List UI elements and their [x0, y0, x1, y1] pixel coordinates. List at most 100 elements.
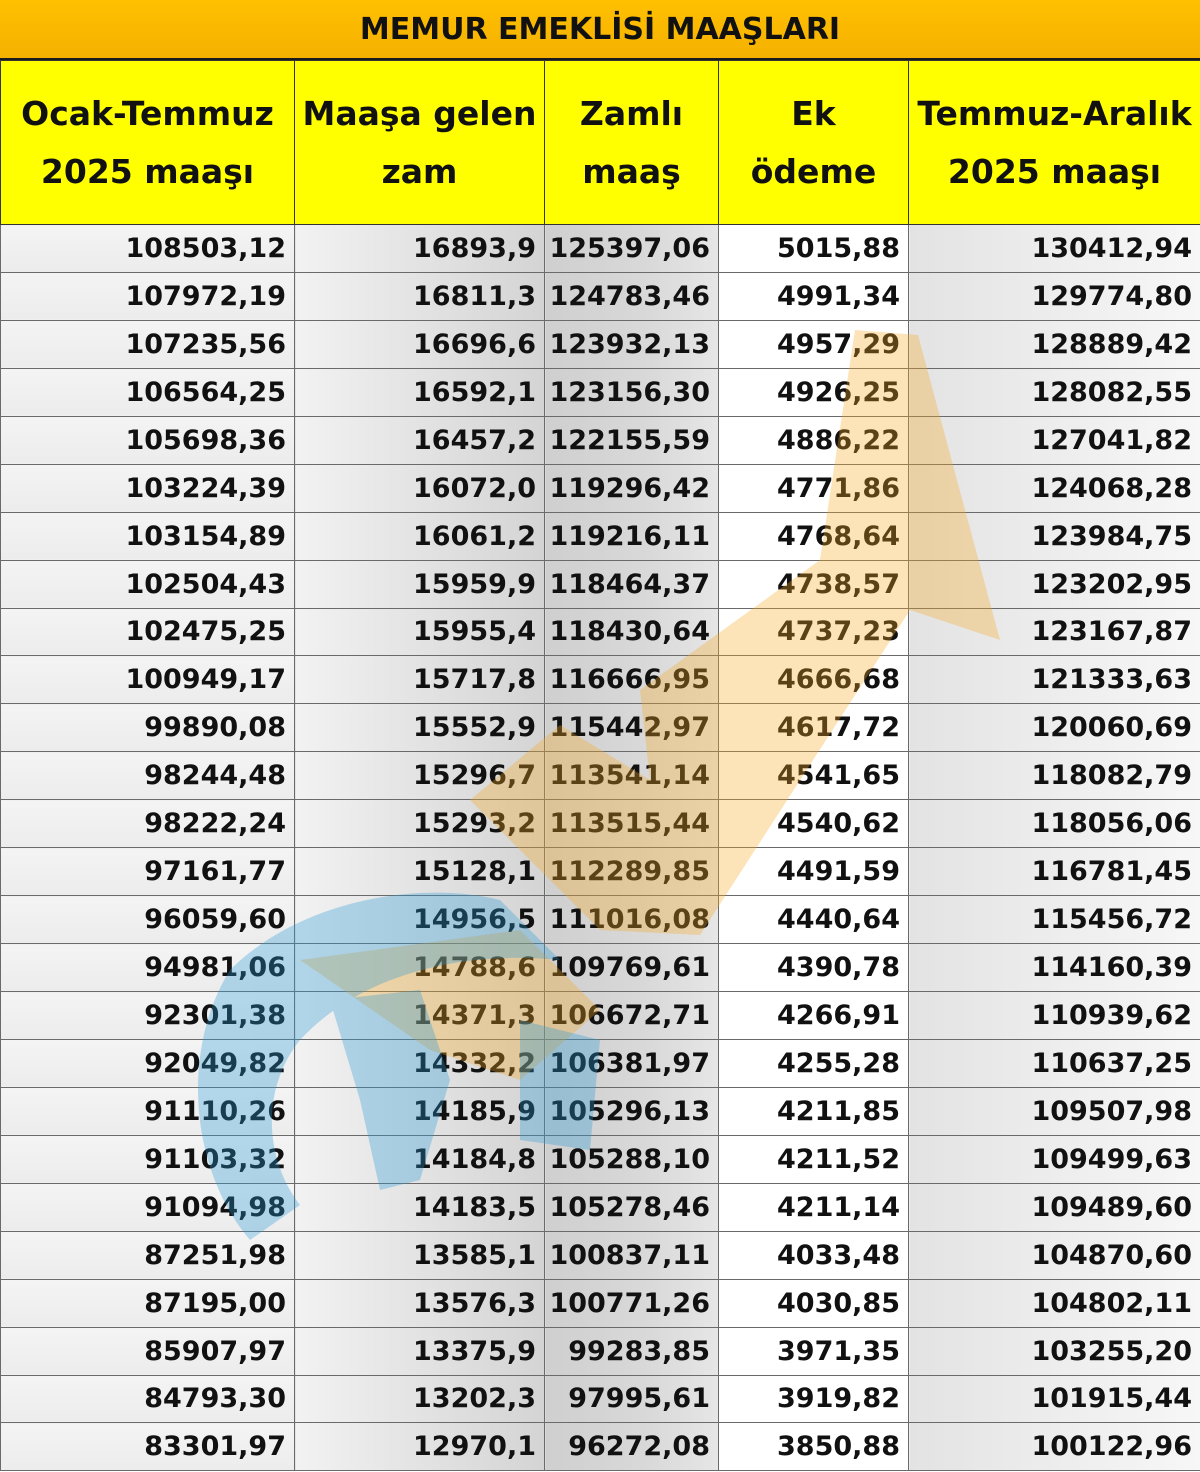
- table-body: 108503,12 16893,9 125397,06 5015,88 130412,9…: [0, 224, 1200, 1472]
- cell-extra-payment: 4033,48: [718, 1230, 909, 1280]
- cell-raised-salary: 97995,61: [544, 1374, 719, 1424]
- cell-ocak-temmuz-salary: 105698,36: [0, 415, 295, 465]
- cell-raised-salary: 124783,46: [544, 271, 719, 321]
- cell-temmuz-aralik-salary: 109499,63: [908, 1134, 1200, 1184]
- cell-raise-amount: 16592,1: [294, 367, 545, 417]
- header-temmuz-aralik-salary: Temmuz-Aralık 2025 maaşı: [908, 60, 1200, 225]
- header-raised-salary: Zamlı maaş: [544, 60, 719, 225]
- table-row: 99890,08 15552,9 115442,97 4617,72 120060,69: [0, 703, 1200, 753]
- cell-raised-salary: 118464,37: [544, 559, 719, 609]
- cell-temmuz-aralik-salary: 104802,11: [908, 1278, 1200, 1328]
- cell-raised-salary: 106672,71: [544, 991, 719, 1040]
- table-row: 102475,25 15955,4 118430,64 4737,23 123167,8…: [0, 607, 1200, 657]
- cell-raise-amount: 13375,9: [294, 1326, 545, 1376]
- cell-extra-payment: 4957,29: [718, 319, 909, 369]
- header-row: Ocak-Temmuz 2025 maaşı Maaşa gelen zam Z…: [0, 60, 1200, 225]
- table-row: 84793,30 13202,3 97995,61 3919,82 101915,44: [0, 1374, 1200, 1424]
- cell-ocak-temmuz-salary: 98244,48: [0, 751, 295, 801]
- cell-ocak-temmuz-salary: 97161,77: [0, 847, 295, 897]
- table-row: 94981,06 14788,6 109769,61 4390,78 114160,39: [0, 943, 1200, 992]
- cell-temmuz-aralik-salary: 110637,25: [908, 1038, 1200, 1088]
- cell-ocak-temmuz-salary: 91094,98: [0, 1182, 295, 1232]
- cell-temmuz-aralik-salary: 120060,69: [908, 703, 1200, 753]
- cell-temmuz-aralik-salary: 109489,60: [908, 1182, 1200, 1232]
- cell-extra-payment: 3971,35: [718, 1326, 909, 1376]
- cell-extra-payment: 4666,68: [718, 655, 909, 705]
- cell-raise-amount: 16696,6: [294, 319, 545, 369]
- cell-temmuz-aralik-salary: 123984,75: [908, 511, 1200, 561]
- cell-extra-payment: 3850,88: [718, 1422, 909, 1472]
- cell-raised-salary: 96272,08: [544, 1422, 719, 1472]
- cell-raised-salary: 109769,61: [544, 943, 719, 992]
- cell-ocak-temmuz-salary: 83301,97: [0, 1422, 295, 1472]
- cell-extra-payment: 4440,64: [718, 895, 909, 945]
- cell-ocak-temmuz-salary: 96059,60: [0, 895, 295, 945]
- cell-raise-amount: 15552,9: [294, 703, 545, 753]
- cell-extra-payment: 4541,65: [718, 751, 909, 801]
- cell-raised-salary: 106381,97: [544, 1038, 719, 1088]
- cell-extra-payment: 5015,88: [718, 224, 909, 273]
- cell-ocak-temmuz-salary: 107235,56: [0, 319, 295, 369]
- cell-raised-salary: 113541,14: [544, 751, 719, 801]
- table-row: 92301,38 14371,3 106672,71 4266,91 110939,62: [0, 991, 1200, 1040]
- header-raise-amount: Maaşa gelen zam: [294, 60, 545, 225]
- table-title: MEMUR EMEKLİSİ MAAŞLARI: [0, 0, 1200, 60]
- cell-raise-amount: 15959,9: [294, 559, 545, 609]
- cell-temmuz-aralik-salary: 101915,44: [908, 1374, 1200, 1424]
- cell-raise-amount: 15717,8: [294, 655, 545, 705]
- cell-temmuz-aralik-salary: 123202,95: [908, 559, 1200, 609]
- header-extra-payment: Ek ödeme: [718, 60, 909, 225]
- table-row: 103224,39 16072,0 119296,42 4771,86 124068,2…: [0, 463, 1200, 513]
- cell-raise-amount: 14183,5: [294, 1182, 545, 1232]
- table-row: 103154,89 16061,2 119216,11 4768,64 123984,7…: [0, 511, 1200, 561]
- cell-extra-payment: 4737,23: [718, 607, 909, 657]
- cell-extra-payment: 4886,22: [718, 415, 909, 465]
- cell-ocak-temmuz-salary: 103224,39: [0, 463, 295, 513]
- cell-raised-salary: 118430,64: [544, 607, 719, 657]
- cell-temmuz-aralik-salary: 127041,82: [908, 415, 1200, 465]
- cell-extra-payment: 4926,25: [718, 367, 909, 417]
- cell-temmuz-aralik-salary: 128082,55: [908, 367, 1200, 417]
- cell-ocak-temmuz-salary: 85907,97: [0, 1326, 295, 1376]
- cell-raised-salary: 119296,42: [544, 463, 719, 513]
- cell-extra-payment: 4211,85: [718, 1086, 909, 1136]
- cell-ocak-temmuz-salary: 84793,30: [0, 1374, 295, 1424]
- table-row: 107972,19 16811,3 124783,46 4991,34 129774,8…: [0, 271, 1200, 321]
- table-row: 96059,60 14956,5 111016,08 4440,64 115456,72: [0, 895, 1200, 945]
- table-row: 87251,98 13585,1 100837,11 4033,48 104870,60: [0, 1230, 1200, 1280]
- table-row: 105698,36 16457,2 122155,59 4886,22 127041,8…: [0, 415, 1200, 465]
- cell-raised-salary: 105278,46: [544, 1182, 719, 1232]
- cell-extra-payment: 4491,59: [718, 847, 909, 897]
- cell-raised-salary: 113515,44: [544, 799, 719, 849]
- cell-raise-amount: 15293,2: [294, 799, 545, 849]
- cell-raised-salary: 100771,26: [544, 1278, 719, 1328]
- cell-extra-payment: 4771,86: [718, 463, 909, 513]
- cell-ocak-temmuz-salary: 92049,82: [0, 1038, 295, 1088]
- table-row: 98244,48 15296,7 113541,14 4541,65 118082,79: [0, 751, 1200, 801]
- table-row: 83301,97 12970,1 96272,08 3850,88 100122,96: [0, 1422, 1200, 1472]
- cell-extra-payment: 4030,85: [718, 1278, 909, 1328]
- cell-raised-salary: 105296,13: [544, 1086, 719, 1136]
- cell-raise-amount: 16893,9: [294, 224, 545, 273]
- cell-extra-payment: 4991,34: [718, 271, 909, 321]
- cell-raise-amount: 13576,3: [294, 1278, 545, 1328]
- table-row: 91103,32 14184,8 105288,10 4211,52 109499,63: [0, 1134, 1200, 1184]
- cell-raised-salary: 105288,10: [544, 1134, 719, 1184]
- cell-raise-amount: 16811,3: [294, 271, 545, 321]
- cell-raised-salary: 123932,13: [544, 319, 719, 369]
- cell-temmuz-aralik-salary: 110939,62: [908, 991, 1200, 1040]
- cell-ocak-temmuz-salary: 106564,25: [0, 367, 295, 417]
- table-header: Ocak-Temmuz 2025 maaşı Maaşa gelen zam Z…: [0, 60, 1200, 225]
- table-row: 97161,77 15128,1 112289,85 4491,59 116781,45: [0, 847, 1200, 897]
- table-row: 108503,12 16893,9 125397,06 5015,88 130412,9…: [0, 224, 1200, 273]
- cell-temmuz-aralik-salary: 115456,72: [908, 895, 1200, 945]
- cell-ocak-temmuz-salary: 91103,32: [0, 1134, 295, 1184]
- cell-raised-salary: 115442,97: [544, 703, 719, 753]
- cell-ocak-temmuz-salary: 102475,25: [0, 607, 295, 657]
- cell-raise-amount: 13202,3: [294, 1374, 545, 1424]
- cell-raise-amount: 16072,0: [294, 463, 545, 513]
- cell-raise-amount: 14332,2: [294, 1038, 545, 1088]
- cell-ocak-temmuz-salary: 102504,43: [0, 559, 295, 609]
- cell-extra-payment: 3919,82: [718, 1374, 909, 1424]
- cell-temmuz-aralik-salary: 129774,80: [908, 271, 1200, 321]
